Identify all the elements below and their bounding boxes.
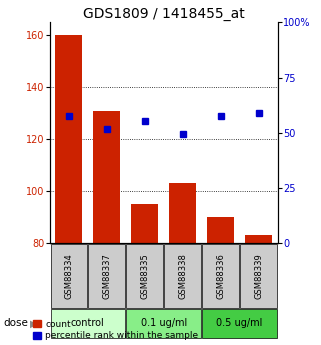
FancyBboxPatch shape	[164, 244, 201, 308]
Bar	[93, 111, 120, 243]
FancyBboxPatch shape	[89, 244, 125, 308]
FancyBboxPatch shape	[126, 309, 201, 337]
Text: 0.1 ug/ml: 0.1 ug/ml	[141, 318, 187, 328]
Text: ▶: ▶	[30, 318, 37, 328]
Text: GSM88337: GSM88337	[102, 253, 111, 299]
Legend: count, percentile rank within the sample: count, percentile rank within the sample	[33, 320, 198, 341]
Bar	[207, 217, 234, 243]
FancyBboxPatch shape	[126, 244, 163, 308]
Text: GSM88338: GSM88338	[178, 253, 187, 299]
Text: 0.5 ug/ml: 0.5 ug/ml	[216, 318, 263, 328]
FancyBboxPatch shape	[240, 244, 277, 308]
FancyBboxPatch shape	[50, 244, 87, 308]
Bar	[169, 184, 196, 243]
Text: GSM88334: GSM88334	[64, 253, 73, 299]
Text: GSM88339: GSM88339	[254, 253, 263, 299]
Text: GSM88336: GSM88336	[216, 253, 225, 299]
Bar	[245, 235, 272, 243]
Bar	[56, 36, 82, 243]
FancyBboxPatch shape	[203, 309, 277, 337]
Text: GSM88335: GSM88335	[140, 253, 149, 299]
Text: control: control	[71, 318, 105, 328]
Bar	[131, 204, 158, 243]
Title: GDS1809 / 1418455_at: GDS1809 / 1418455_at	[83, 7, 245, 21]
FancyBboxPatch shape	[50, 309, 125, 337]
Text: dose: dose	[3, 318, 28, 328]
FancyBboxPatch shape	[203, 244, 239, 308]
